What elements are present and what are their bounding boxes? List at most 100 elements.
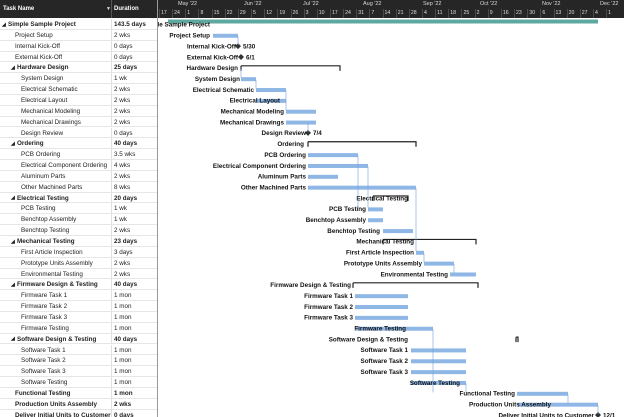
task-name-cell[interactable]: Functional Testing [15,389,71,397]
task-name-cell[interactable]: Electrical Schematic [21,86,78,94]
duration-cell[interactable]: 2 wks [114,172,131,180]
collapse-toggle-icon[interactable]: ◢ [11,336,15,343]
task-row[interactable]: ◢ Software Design & Testing 40 days [0,333,157,345]
duration-cell[interactable]: 2 wks [114,227,131,235]
task-name-cell[interactable]: PCB Testing [21,205,56,213]
duration-cell[interactable]: 20 days [114,194,138,202]
milestone-marker[interactable] [305,129,311,136]
task-bar[interactable] [286,120,316,125]
duration-cell[interactable]: 4 wks [114,162,131,170]
task-name-cell[interactable]: Software Design & Testing [17,335,97,343]
collapse-toggle-icon[interactable]: ◢ [11,238,15,245]
duration-cell[interactable]: 1 mon [114,368,132,376]
summary-bar[interactable] [382,238,477,245]
duration-cell[interactable]: 23 days [114,238,138,245]
summary-bar[interactable] [240,65,341,71]
task-name-cell[interactable]: External Kick-Off [15,53,63,61]
collapse-toggle-icon[interactable]: ◢ [11,64,15,71]
task-row[interactable]: Software Task 3 1 mon [0,366,157,378]
task-bar[interactable] [411,370,466,375]
task-name-cell[interactable]: Internal Kick-Off [15,42,61,50]
task-row[interactable]: Mechanical Modeling 2 wks [0,105,157,117]
collapse-toggle-icon[interactable]: ◢ [2,21,6,28]
task-name-cell[interactable]: Mechanical Drawings [21,118,81,126]
summary-bar[interactable] [515,336,519,343]
task-bar[interactable] [308,185,416,190]
task-row[interactable]: Environmental Testing 2 wks [0,268,157,280]
duration-cell[interactable]: 1 wk [114,205,127,213]
task-bar[interactable] [450,272,476,277]
task-name-cell[interactable]: Software Task 3 [21,368,66,376]
summary-bar[interactable] [352,282,479,288]
task-row[interactable]: Benchtop Assembly 1 wk [0,214,157,226]
duration-cell[interactable]: 3 days [114,248,133,256]
task-bar[interactable] [355,294,408,299]
duration-cell[interactable]: 2 wks [114,118,131,126]
task-row[interactable]: ◢ Simple Sample Project 143.5 days [0,19,157,30]
task-name-cell[interactable]: Electrical Component Ordering [21,162,108,170]
task-bar[interactable] [518,402,598,407]
task-row[interactable]: Electrical Component Ordering 4 wks [0,160,157,171]
task-row[interactable]: System Design 1 wk [0,73,157,85]
task-bar[interactable] [424,261,454,266]
task-row[interactable]: Software Task 1 1 mon [0,344,157,356]
milestone-marker[interactable] [235,43,241,50]
task-name-cell[interactable]: System Design [21,75,64,83]
task-name-cell[interactable]: Prototype Units Assembly [21,259,93,267]
sort-dropdown-icon[interactable]: ▼ [106,6,111,12]
duration-cell[interactable]: 0 days [114,411,134,417]
task-name-cell[interactable]: Firmware Task 1 [21,292,68,300]
task-bar[interactable] [308,153,358,158]
duration-cell[interactable]: 1 mon [114,389,133,397]
task-row[interactable]: Electrical Layout 2 wks [0,94,157,106]
task-bar[interactable] [355,305,408,310]
task-row[interactable]: ◢ Hardware Design 25 days [0,62,157,74]
duration-cell[interactable]: 143.5 days [114,21,146,28]
task-row[interactable]: Firmware Task 3 1 mon [0,311,157,323]
duration-cell[interactable]: 2 wks [114,259,131,267]
task-name-cell[interactable]: Electrical Testing [17,194,69,202]
task-row[interactable]: Software Task 2 1 mon [0,355,157,367]
task-row[interactable]: Aluminum Parts 2 wks [0,170,157,182]
task-name-cell[interactable]: PCB Ordering [21,151,61,159]
duration-cell[interactable]: 0 days [114,42,133,50]
task-bar[interactable] [308,174,338,179]
task-name-cell[interactable]: Firmware Task 3 [21,313,68,321]
duration-cell[interactable]: 2 wks [114,400,132,408]
task-name-cell[interactable]: Benchtop Testing [21,227,70,235]
task-row[interactable]: Internal Kick-Off 0 days [0,40,157,52]
task-name-cell[interactable]: Production Units Assembly [15,400,97,408]
duration-cell[interactable]: 40 days [114,140,138,148]
task-bar[interactable] [416,250,424,255]
task-name-cell[interactable]: Simple Sample Project [8,21,76,28]
task-row[interactable]: First Article Inspection 3 days [0,246,157,258]
task-row[interactable]: Production Units Assembly 2 wks [0,398,157,410]
project-summary-bar[interactable] [168,19,598,24]
task-name-cell[interactable]: Software Task 2 [21,357,66,365]
task-row[interactable]: Software Testing 1 mon [0,377,157,388]
task-name-cell[interactable]: Benchtop Assembly [21,216,77,224]
task-row[interactable]: ◢ Ordering 40 days [0,138,157,150]
task-row[interactable]: ◢ Electrical Testing 20 days [0,192,157,204]
task-name-cell[interactable]: Software Task 1 [21,346,66,354]
task-name-cell[interactable]: Mechanical Testing [17,238,75,245]
task-row[interactable]: Firmware Task 1 1 mon [0,290,157,302]
task-row[interactable]: External Kick-Off 0 days [0,51,157,63]
task-name-cell[interactable]: Ordering [17,140,44,148]
task-row[interactable]: Prototype Units Assembly 2 wks [0,257,157,269]
task-bar[interactable] [256,88,286,93]
collapse-toggle-icon[interactable]: ◢ [11,195,15,202]
task-bar[interactable] [308,163,368,168]
task-name-cell[interactable]: Firmware Testing [21,324,69,332]
task-row[interactable]: Other Machined Parts 8 wks [0,181,157,193]
task-name-cell[interactable]: Electrical Layout [21,96,68,104]
task-row[interactable]: Deliver Initial Units to Customer 0 days [0,409,157,417]
duration-cell[interactable]: 0 days [114,53,133,61]
task-name-cell[interactable]: Firmware Task 2 [21,303,68,311]
duration-cell[interactable]: 2 wks [114,270,131,278]
task-bar[interactable] [241,77,256,82]
collapse-toggle-icon[interactable]: ◢ [11,281,15,288]
duration-cell[interactable]: 40 days [114,335,138,343]
summary-bar[interactable] [372,195,409,202]
task-row[interactable]: ◢ Firmware Design & Testing 40 days [0,279,157,291]
